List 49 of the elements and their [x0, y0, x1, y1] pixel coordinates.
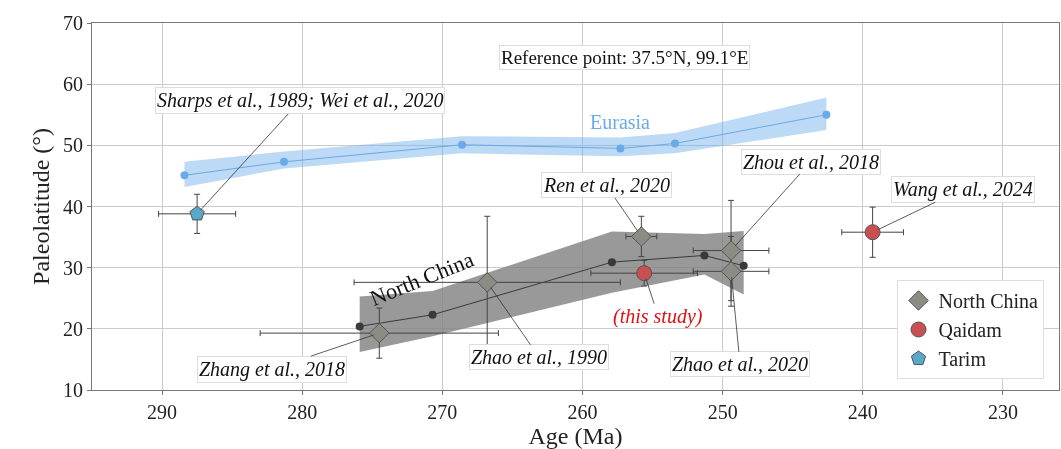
annotation: Zhang et al., 2018	[199, 358, 346, 381]
legend-label: North China	[938, 290, 1039, 313]
y-tick-label: 20	[63, 317, 83, 340]
point	[636, 265, 653, 282]
point	[671, 139, 679, 148]
annotation: Reference point: 37.5°N, 99.1°E	[501, 47, 749, 68]
annotation: Zhou et al., 2018	[743, 151, 880, 173]
y-tick-label: 30	[63, 256, 83, 279]
y-tick-label: 50	[63, 134, 83, 157]
point	[616, 144, 625, 153]
point	[631, 226, 652, 247]
point	[280, 157, 288, 166]
point	[739, 261, 748, 270]
y-axis-title: Paleolatitude (°)	[28, 128, 55, 285]
point	[180, 171, 189, 180]
x-tick-label: 240	[847, 401, 878, 423]
x-axis-title: Age (Ma)	[528, 423, 623, 449]
point	[457, 140, 466, 149]
y-tick-label: 70	[63, 12, 83, 34]
x-tick-label: 250	[707, 401, 738, 423]
y-tick-label: 60	[63, 73, 83, 96]
point	[355, 322, 364, 331]
point	[369, 322, 390, 344]
point	[189, 205, 205, 221]
series-label: Eurasia	[590, 111, 651, 133]
point	[720, 240, 742, 261]
y-tick-label: 10	[63, 379, 83, 401]
annotation: Zhao et al., 1990	[471, 346, 608, 368]
point	[476, 272, 498, 293]
point	[864, 224, 881, 241]
text: North China	[366, 246, 478, 311]
point	[720, 261, 742, 282]
y-tick-label: 40	[63, 195, 83, 218]
point	[822, 110, 831, 119]
point	[700, 251, 709, 260]
x-tick-label: 230	[987, 401, 1018, 423]
legend-label: Tarim	[938, 348, 987, 371]
annotation: Wang et al., 2024	[893, 178, 1033, 201]
x-tick-label: 290	[147, 401, 178, 423]
x-tick-label: 270	[427, 401, 458, 423]
annotation: (this study)	[613, 305, 703, 328]
annotation: Zhao et al., 2020	[672, 353, 809, 375]
x-tick-label: 280	[287, 401, 318, 423]
x-tick-label: 260	[567, 401, 598, 423]
point	[607, 258, 616, 267]
legend-label: Qaidam	[938, 319, 1003, 342]
annotation: Ren et al., 2020	[543, 174, 671, 196]
point	[428, 310, 437, 319]
annotation: Sharps et al., 1989; Wei et al., 2020	[157, 89, 444, 112]
